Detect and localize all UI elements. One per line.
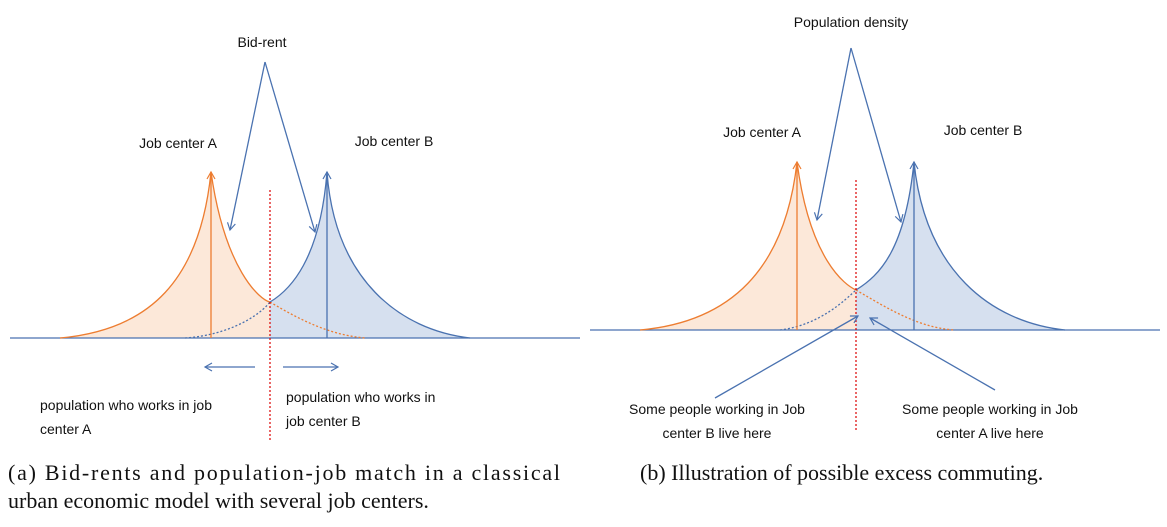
- area-b: [856, 162, 1065, 330]
- note: center A: [40, 421, 92, 437]
- caption: (a) Bid-rents and population-job match i…: [8, 460, 560, 485]
- pointer: [714, 315, 860, 399]
- curve-b: [855, 161, 1066, 331]
- caption: (b) Illustration of possible excess comm…: [640, 460, 1043, 485]
- label: Job center A: [139, 135, 217, 151]
- note: population who works in job: [40, 397, 212, 413]
- note: Some people working in Job: [629, 401, 805, 417]
- pointer: [264, 61, 318, 234]
- label: Population density: [794, 14, 908, 30]
- label: Job center B: [944, 122, 1023, 138]
- pointer: [226, 61, 266, 232]
- note: Some people working in Job: [902, 401, 1078, 417]
- caption: urban economic model with several job ce…: [8, 488, 429, 513]
- curve-a-tail: [855, 289, 956, 331]
- panel-b: Population density Job center A Job cent…: [590, 14, 1160, 485]
- label: Job center B: [355, 133, 434, 149]
- curve-b: [269, 171, 471, 339]
- area-b: [270, 172, 470, 338]
- pointer: [868, 317, 996, 391]
- pointer: [850, 47, 904, 224]
- label: Job center A: [723, 124, 801, 140]
- note: job center B: [285, 413, 361, 429]
- pointer: [813, 47, 852, 222]
- note: population who works in: [286, 389, 435, 405]
- curve-a: [59, 171, 271, 339]
- note: center B live here: [663, 425, 772, 441]
- area-a: [640, 162, 856, 330]
- note: center A live here: [936, 425, 1044, 441]
- curve-b-tail: [779, 289, 857, 331]
- panel-a: Bid-rent Job center A Job center B popul…: [8, 34, 580, 513]
- area-a: [60, 172, 270, 338]
- curve-a: [639, 161, 857, 331]
- label: Bid-rent: [237, 34, 286, 50]
- curve-b-tail: [184, 301, 271, 339]
